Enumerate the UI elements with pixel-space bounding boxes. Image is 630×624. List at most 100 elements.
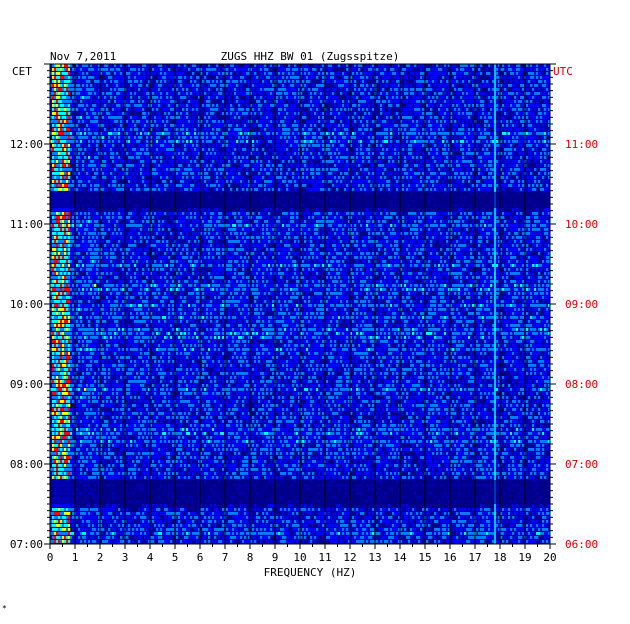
- spectrogram-cell: [128, 148, 131, 151]
- spectrogram-cell: [242, 148, 245, 151]
- spectrogram-cell: [62, 84, 65, 87]
- spectrogram-cell: [120, 124, 123, 127]
- spectrogram-cell: [208, 116, 211, 119]
- spectrogram-cell: [60, 140, 63, 143]
- spectrogram-cell: [280, 160, 283, 163]
- spectrogram-cell: [144, 112, 147, 115]
- spectrogram-cell: [222, 120, 225, 123]
- spectrogram-cell: [520, 140, 523, 143]
- spectrogram-cell: [70, 148, 73, 151]
- spectrogram-cell: [458, 116, 461, 119]
- spectrogram-cell: [166, 144, 169, 147]
- spectrogram-cell: [298, 92, 301, 95]
- spectrogram-cell: [156, 120, 159, 123]
- spectrogram-cell: [100, 72, 103, 75]
- spectrogram-cell: [88, 112, 91, 115]
- spectrogram-cell: [518, 140, 521, 143]
- spectrogram-cell: [138, 136, 141, 139]
- spectrogram-cell: [104, 64, 107, 67]
- spectrogram-cell: [268, 156, 271, 159]
- spectrogram-cell: [502, 88, 505, 91]
- spectrogram-cell: [116, 92, 119, 95]
- spectrogram-cell: [70, 140, 73, 143]
- spectrogram-cell: [310, 164, 313, 167]
- spectrogram-cell: [478, 64, 481, 67]
- spectrogram-cell: [464, 96, 467, 99]
- spectrogram-cell: [194, 152, 197, 155]
- spectrogram-cell: [356, 64, 359, 67]
- spectrogram-cell: [482, 108, 485, 111]
- spectrogram-cell: [278, 124, 281, 127]
- spectrogram-cell: [420, 132, 423, 135]
- spectrogram-cell: [432, 64, 435, 67]
- spectrogram-cell: [340, 92, 343, 95]
- spectrogram-cell: [132, 92, 135, 95]
- spectrogram-cell: [72, 96, 75, 99]
- spectrogram-cell: [512, 116, 515, 119]
- spectrogram-cell: [170, 112, 173, 115]
- spectrogram-cell: [404, 136, 407, 139]
- spectrogram-cell: [70, 104, 73, 107]
- spectrogram-cell: [410, 108, 413, 111]
- spectrogram-cell: [446, 84, 449, 87]
- spectrogram-cell: [512, 84, 515, 87]
- spectrogram-cell: [326, 96, 329, 99]
- spectrogram-cell: [426, 120, 429, 123]
- spectrogram-cell: [482, 140, 485, 143]
- spectrogram-cell: [286, 68, 289, 71]
- spectrogram-cell: [98, 96, 101, 99]
- spectrogram-cell: [270, 128, 273, 131]
- spectrogram-cell: [56, 168, 59, 171]
- spectrogram-cell: [114, 128, 117, 131]
- spectrogram-cell: [138, 100, 141, 103]
- spectrogram-cell: [430, 104, 433, 107]
- spectrogram-cell: [470, 92, 473, 95]
- spectrogram-cell: [84, 120, 87, 123]
- spectrogram-cell: [82, 168, 85, 171]
- spectrogram-cell: [204, 132, 207, 135]
- spectrogram-cell: [396, 124, 399, 127]
- spectrogram-cell: [268, 112, 271, 115]
- spectrogram-cell: [152, 124, 155, 127]
- spectrogram-cell: [210, 112, 213, 115]
- spectrogram-cell: [300, 156, 303, 159]
- spectrogram-cell: [176, 160, 179, 163]
- spectrogram-cell: [352, 140, 355, 143]
- spectrogram-cell: [286, 76, 289, 79]
- spectrogram-cell: [176, 72, 179, 75]
- spectrogram-cell: [64, 128, 67, 131]
- spectrogram-cell: [286, 92, 289, 95]
- spectrogram-cell: [246, 160, 249, 163]
- spectrogram-cell: [368, 116, 371, 119]
- spectrogram-cell: [514, 84, 517, 87]
- spectrogram-cell: [536, 156, 539, 159]
- spectrogram-cell: [220, 84, 223, 87]
- spectrogram-cell: [292, 64, 295, 67]
- spectrogram-cell: [136, 152, 139, 155]
- spectrogram-cell: [104, 128, 107, 131]
- spectrogram-cell: [70, 116, 73, 119]
- spectrogram-cell: [102, 144, 105, 147]
- spectrogram-cell: [236, 108, 239, 111]
- spectrogram-cell: [106, 172, 109, 175]
- spectrogram-cell: [530, 148, 533, 151]
- spectrogram-cell: [400, 164, 403, 167]
- spectrogram-cell: [498, 156, 501, 159]
- spectrogram-cell: [460, 88, 463, 91]
- spectrogram-cell: [340, 144, 343, 147]
- spectrogram-cell: [316, 100, 319, 103]
- spectrogram-cell: [70, 84, 73, 87]
- spectrogram-cell: [236, 124, 239, 127]
- spectrogram-cell: [340, 120, 343, 123]
- spectrogram-cell: [432, 80, 435, 83]
- spectrogram-cell: [164, 120, 167, 123]
- spectrogram-cell: [280, 68, 283, 71]
- spectrogram-cell: [540, 72, 543, 75]
- spectrogram-cell: [150, 124, 153, 127]
- spectrogram-cell: [370, 88, 373, 91]
- spectrogram-cell: [464, 84, 467, 87]
- spectrogram-cell: [500, 144, 503, 147]
- spectrogram-cell: [180, 100, 183, 103]
- spectrogram-cell: [368, 96, 371, 99]
- spectrogram-cell: [186, 100, 189, 103]
